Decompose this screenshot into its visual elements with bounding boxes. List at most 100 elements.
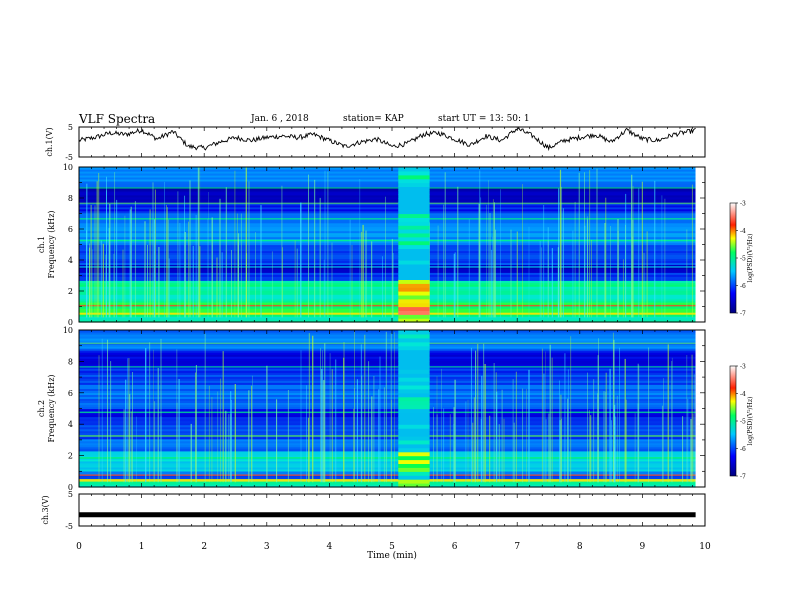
time-tick-label: 7 bbox=[514, 542, 520, 552]
spectrogram-line bbox=[79, 304, 696, 307]
burst-block-row bbox=[398, 167, 430, 172]
burst-block-row bbox=[398, 447, 430, 453]
spectrogram-row bbox=[79, 178, 696, 182]
spectrogram-row bbox=[79, 392, 696, 395]
spectrogram-row bbox=[79, 448, 696, 452]
station-label: station= KAP bbox=[343, 114, 404, 124]
burst-block-row bbox=[398, 275, 430, 280]
ch1-spectrogram-ylabel-frequency: Frequency (kHz) bbox=[47, 210, 56, 278]
burst-block-row bbox=[398, 349, 430, 355]
spectrogram-row bbox=[79, 262, 696, 265]
burst-block-row bbox=[398, 384, 430, 390]
time-tick-label: 9 bbox=[640, 542, 646, 552]
spectrogram-row bbox=[79, 190, 696, 194]
spectrogram-row bbox=[79, 374, 696, 377]
burst-block-row bbox=[398, 263, 430, 269]
burst-block-row bbox=[398, 459, 430, 464]
burst-block-row bbox=[398, 357, 430, 362]
spectrogram-line bbox=[79, 342, 696, 345]
no-data-region bbox=[695, 330, 705, 487]
burst-block-row bbox=[398, 213, 430, 218]
spectrogram-row bbox=[79, 320, 696, 323]
spectrogram-row bbox=[79, 222, 696, 226]
spectrogram-row bbox=[79, 422, 696, 426]
spectrogram-row bbox=[79, 432, 696, 436]
spectrogram-row bbox=[79, 370, 696, 373]
burst-block-row bbox=[398, 209, 430, 215]
colorbar-tick-label: -5 bbox=[740, 419, 746, 426]
burst-block-row bbox=[398, 471, 430, 476]
burst-block-row bbox=[398, 420, 430, 425]
burst-block-row bbox=[398, 256, 430, 261]
burst-block-row bbox=[398, 229, 430, 234]
spectrogram-row bbox=[79, 352, 696, 355]
burst-block-row bbox=[398, 248, 430, 253]
burst-block-row bbox=[398, 267, 430, 273]
colorbar-gradient bbox=[729, 365, 737, 477]
ytick-label: 8 bbox=[68, 357, 73, 366]
burst-block-row bbox=[398, 314, 430, 319]
burst-block-row bbox=[398, 170, 430, 176]
burst-block-row bbox=[398, 306, 430, 311]
spectrogram-row bbox=[79, 382, 696, 385]
burst-block-row bbox=[398, 236, 430, 242]
burst-block-row bbox=[398, 377, 430, 382]
spectrogram-row bbox=[79, 316, 696, 319]
spectrogram-row bbox=[79, 416, 696, 420]
burst-block-row bbox=[398, 392, 430, 398]
spectrogram-row bbox=[79, 340, 696, 343]
spectrogram-row bbox=[79, 288, 696, 291]
spectrogram-row bbox=[79, 250, 696, 254]
spectrogram-row bbox=[79, 292, 696, 295]
ytick-label: 0 bbox=[68, 318, 73, 327]
spectrogram-row bbox=[79, 268, 696, 271]
spectrogram-line bbox=[79, 239, 696, 242]
spectrogram-row bbox=[79, 424, 696, 428]
spectrogram-row bbox=[79, 200, 696, 204]
burst-block-row bbox=[398, 240, 430, 246]
spectrogram-row bbox=[79, 244, 696, 248]
spectrogram-row bbox=[79, 430, 696, 434]
spectrogram-row bbox=[79, 240, 696, 244]
spectrogram-row bbox=[79, 446, 696, 450]
spectrogram-row bbox=[79, 442, 696, 446]
time-tick-label: 3 bbox=[264, 542, 270, 552]
colorbar-tick-label: -4 bbox=[740, 228, 746, 235]
spectrogram-row bbox=[79, 192, 696, 196]
burst-block-row bbox=[398, 225, 430, 230]
burst-block-row bbox=[398, 463, 430, 468]
burst-block-row bbox=[398, 252, 430, 257]
spectrogram-row bbox=[79, 214, 696, 218]
ch1-spectrogram-panel: 0 2 4 6 8 10 ch.1 Frequency (kHz) bbox=[37, 163, 706, 327]
spectrogram-row bbox=[79, 350, 696, 353]
burst-block-row bbox=[398, 178, 430, 184]
burst-block-row bbox=[398, 186, 430, 191]
spectrogram-row bbox=[79, 378, 696, 381]
start-time-label: start UT = 13: 50: 1 bbox=[438, 114, 530, 124]
spectrogram-row bbox=[79, 246, 696, 250]
spectrogram-row bbox=[79, 386, 696, 389]
ch2-spectrogram-panel: 0 2 4 6 8 10 ch.2 Frequency (kHz) bbox=[37, 326, 706, 492]
ch1-waveform-panel: 5 -5 ch.1(V) bbox=[45, 123, 706, 162]
spectrogram-row bbox=[79, 294, 696, 297]
spectrogram-row bbox=[79, 276, 696, 279]
spectrogram-line bbox=[79, 187, 696, 189]
burst-block-row bbox=[398, 330, 430, 335]
spectrogram-row bbox=[79, 462, 696, 466]
spectrogram-row bbox=[79, 344, 696, 347]
spectrogram-row bbox=[79, 258, 696, 261]
spectrogram-row bbox=[79, 440, 696, 444]
burst-block-row bbox=[398, 365, 430, 370]
burst-block-row bbox=[398, 483, 430, 488]
colorbar-tick-label: -7 bbox=[740, 474, 746, 481]
burst-block-row bbox=[398, 408, 430, 413]
burst-block-row bbox=[398, 479, 430, 484]
colorbar-tick-label: -7 bbox=[740, 311, 746, 318]
colorbar-tick-label: -4 bbox=[740, 391, 746, 398]
spectrogram-row bbox=[79, 226, 696, 230]
spectrogram-row bbox=[79, 412, 696, 416]
spectrogram-row bbox=[79, 248, 696, 252]
burst-block-row bbox=[398, 388, 430, 394]
spectrogram-row bbox=[79, 332, 696, 335]
burst-block-row bbox=[398, 287, 430, 292]
